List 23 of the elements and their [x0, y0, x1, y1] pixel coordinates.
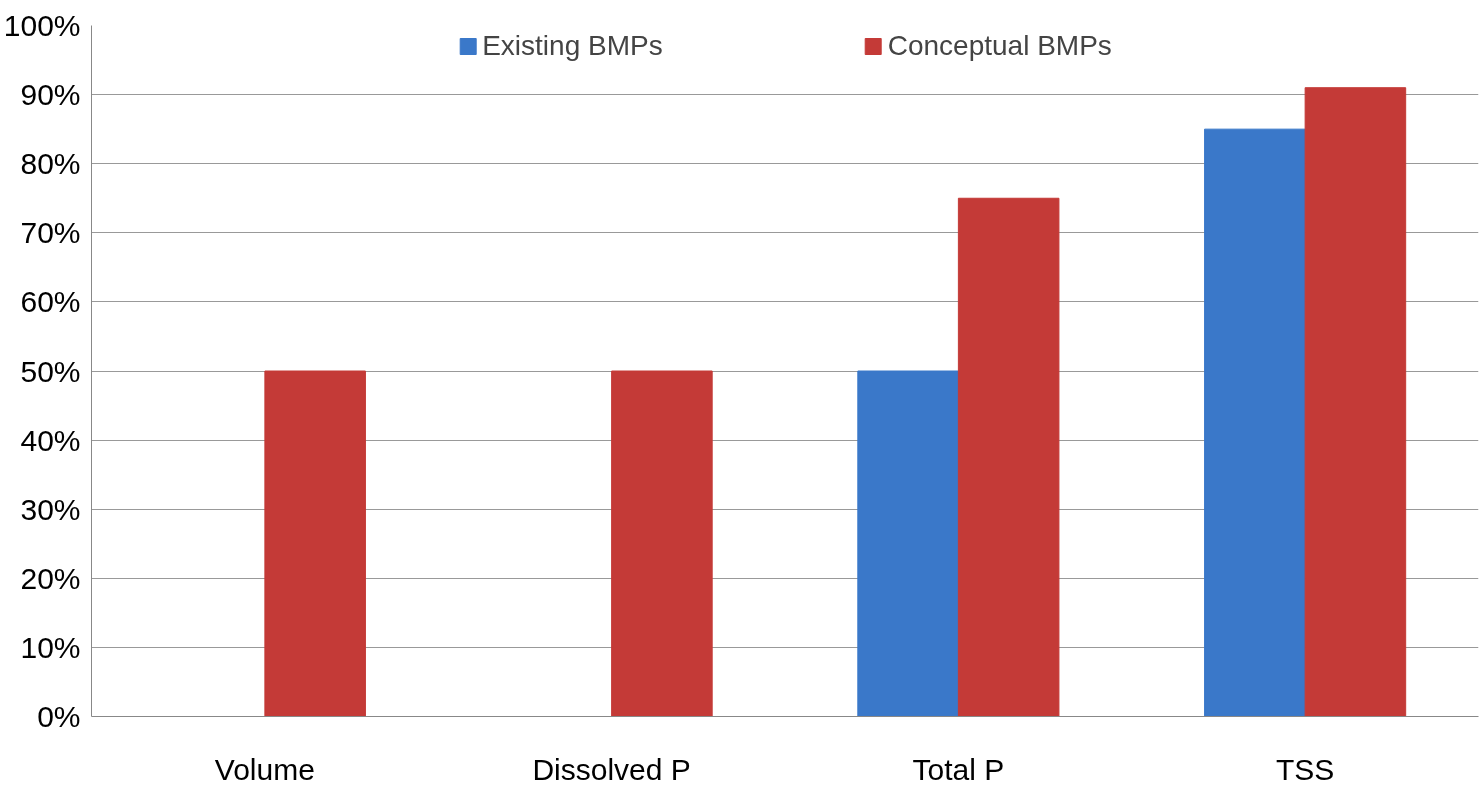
bar	[1304, 87, 1407, 717]
y-tick-label: 10%	[20, 630, 81, 664]
y-tick-label: 50%	[20, 354, 81, 388]
legend-label: Existing BMPs	[482, 30, 663, 62]
y-tick-label: 0%	[37, 700, 81, 733]
bar	[1204, 128, 1306, 717]
x-tick-label: TSS	[1275, 752, 1335, 786]
y-tick-label: 40%	[20, 423, 81, 457]
y-tick-label: 100%	[3, 9, 81, 42]
x-tick-label: Total P	[912, 752, 1005, 786]
y-tick-label: 90%	[20, 78, 81, 112]
x-tick-label: Volume	[214, 752, 315, 786]
legend-label: Conceptual BMPs	[887, 30, 1112, 62]
y-tick-label: 60%	[20, 285, 81, 319]
bar	[857, 370, 959, 717]
y-tick-label: 80%	[20, 147, 81, 181]
y-tick-label: 30%	[20, 492, 81, 526]
y-tick-label: 70%	[20, 216, 81, 250]
y-tick-label: 20%	[20, 561, 81, 595]
bar	[264, 370, 366, 717]
bar	[611, 370, 713, 717]
bar	[957, 197, 1060, 717]
x-tick-label: Dissolved P	[532, 752, 691, 786]
